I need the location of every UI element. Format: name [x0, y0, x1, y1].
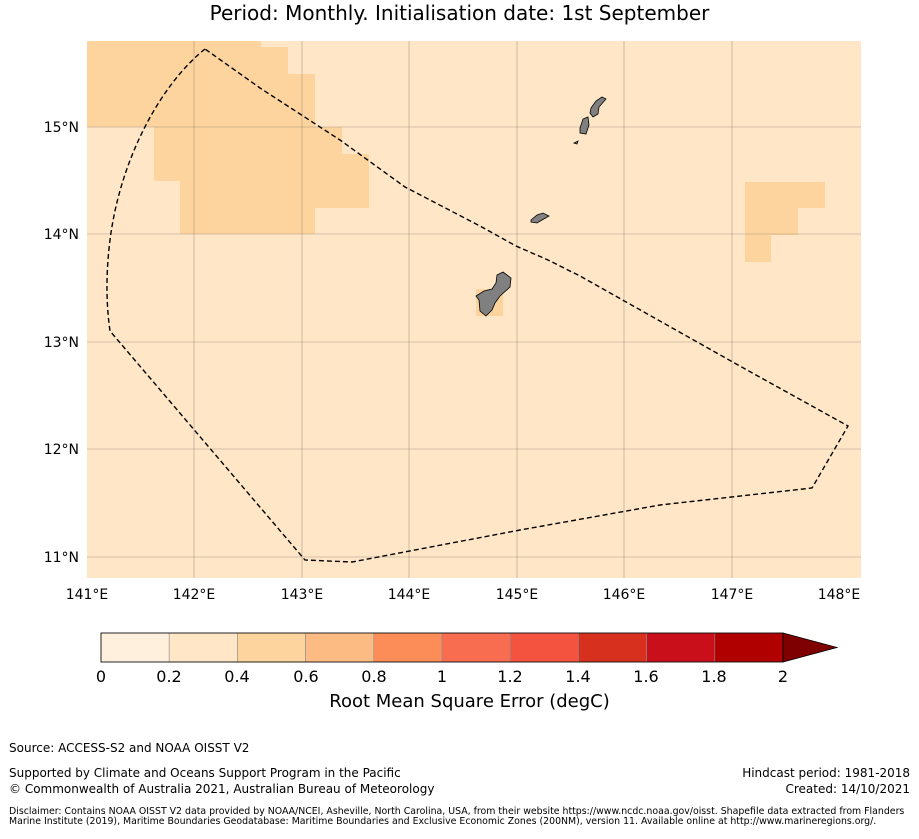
cb-tick: 0.2	[156, 667, 181, 686]
colorbar-cell	[509, 632, 579, 663]
cb-tick: 1.4	[565, 667, 590, 686]
latitude-tick-labels: 15°N 14°N 13°N 12°N 11°N	[44, 120, 79, 566]
map-gridlines	[87, 41, 861, 578]
island-saipan	[589, 96, 607, 118]
lat-tick-13n: 13°N	[44, 335, 79, 351]
island-rota	[530, 212, 550, 224]
colorbar-extend-arrow	[782, 632, 839, 663]
cb-tick: 1.6	[633, 667, 658, 686]
lon-tick-143e: 143°E	[281, 587, 324, 603]
cb-tick: 2	[778, 667, 788, 686]
map-panel[interactable]	[87, 41, 861, 578]
lon-tick-147e: 147°E	[711, 587, 754, 603]
created-date-text: Created: 14/10/2021	[785, 782, 910, 796]
colorbar: 0 0.2 0.4 0.6 0.8 1 1.2 1.4 1.6 1.8 2	[96, 632, 839, 686]
colorbar-cell	[305, 632, 375, 663]
colorbar-cell	[646, 632, 716, 663]
island-tinian	[579, 116, 590, 135]
lat-tick-12n: 12°N	[44, 442, 79, 458]
colorbar-outline	[100, 632, 784, 663]
cb-tick: 1.2	[497, 667, 522, 686]
colorbar-cell	[373, 632, 443, 663]
island-guam	[475, 271, 512, 317]
lon-tick-142e: 142°E	[173, 587, 216, 603]
island-landmasses	[475, 96, 607, 317]
copyright-text: © Commonwealth of Australia 2021, Austra…	[9, 782, 435, 796]
colorbar-cell	[100, 632, 170, 663]
lon-tick-144e: 144°E	[388, 587, 431, 603]
lat-tick-11n: 11°N	[44, 550, 79, 566]
lat-tick-14n: 14°N	[44, 227, 79, 243]
colorbar-cell	[168, 632, 238, 663]
cb-tick: 0.8	[361, 667, 386, 686]
map-title: Period: Monthly. Initialisation date: 1s…	[209, 1, 710, 25]
colorbar-tick-labels: 0 0.2 0.4 0.6 0.8 1 1.2 1.4 1.6 1.8 2	[96, 667, 788, 686]
colorbar-cell	[714, 632, 784, 663]
cb-tick: 0.6	[293, 667, 318, 686]
colorbar-cell	[578, 632, 647, 663]
cb-tick: 1	[437, 667, 447, 686]
lon-tick-148e: 148°E	[818, 587, 861, 603]
eez-boundary-line	[106, 48, 849, 563]
lon-tick-146e: 146°E	[603, 587, 646, 603]
colorbar-cells	[100, 632, 784, 663]
cb-tick: 0	[96, 667, 106, 686]
lon-tick-145e: 145°E	[496, 587, 539, 603]
support-text: Supported by Climate and Oceans Support …	[9, 766, 401, 780]
colorbar-cell	[237, 632, 306, 663]
disclaimer-text: Disclaimer: Contains NOAA OISST V2 data …	[9, 806, 905, 827]
cb-tick: 0.4	[224, 667, 249, 686]
lon-tick-141e: 141°E	[66, 587, 109, 603]
lat-tick-15n: 15°N	[44, 120, 79, 136]
longitude-tick-labels: 141°E 142°E 143°E 144°E 145°E 146°E 147°…	[66, 587, 861, 603]
colorbar-cell	[441, 632, 511, 663]
hindcast-period-text: Hindcast period: 1981-2018	[742, 766, 910, 780]
source-text: Source: ACCESS-S2 and NOAA OISST V2	[9, 741, 250, 755]
cb-tick: 1.8	[701, 667, 726, 686]
colorbar-label: Root Mean Square Error (degC)	[329, 691, 610, 712]
island-aguijan	[572, 140, 579, 145]
